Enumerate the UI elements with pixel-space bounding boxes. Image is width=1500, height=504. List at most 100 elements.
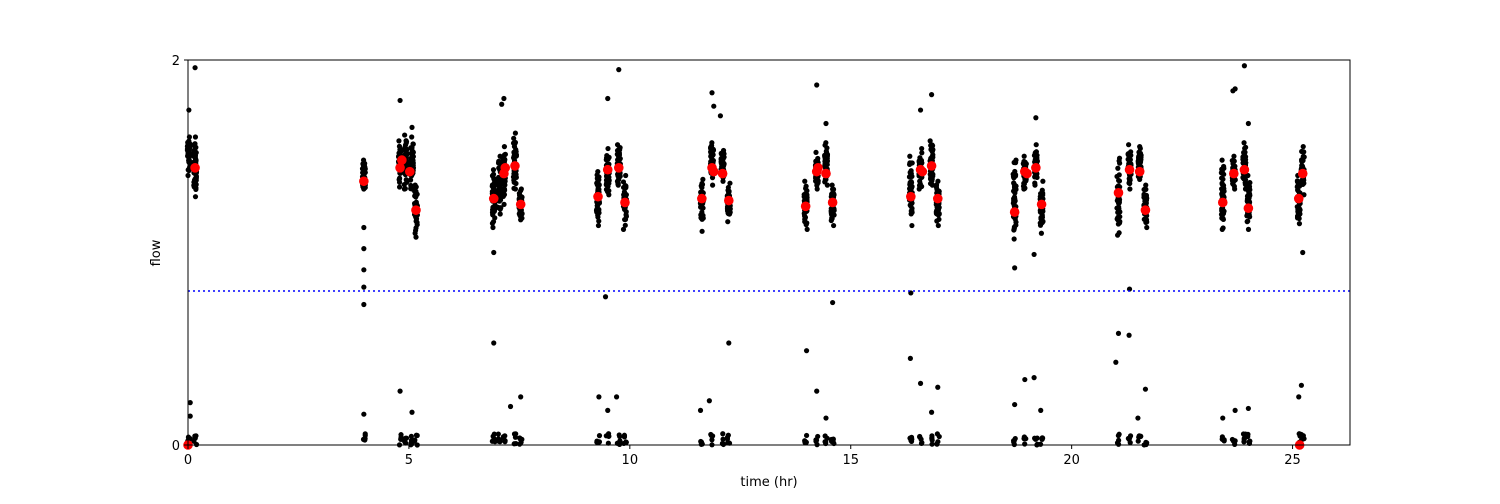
sample-point — [361, 267, 367, 273]
sample-point — [1221, 163, 1227, 170]
sample-point — [594, 180, 600, 186]
sample-point — [709, 437, 715, 443]
sample-point — [490, 219, 497, 225]
mean-point — [1217, 197, 1228, 208]
sample-point — [726, 340, 732, 346]
sample-point — [1127, 433, 1134, 439]
sample-point — [595, 439, 601, 446]
mean-point — [932, 193, 943, 204]
sample-point — [725, 439, 731, 446]
mean-point — [1113, 188, 1124, 198]
sample-point — [1301, 436, 1307, 442]
x-tick-label: 5 — [405, 453, 413, 468]
sample-point — [1116, 204, 1122, 210]
sample-point — [1038, 215, 1044, 221]
sample-point — [1033, 152, 1039, 158]
sample-point — [361, 170, 367, 176]
sample-point — [497, 206, 503, 212]
sample-point — [1115, 330, 1122, 336]
sample-point — [511, 174, 517, 181]
sample-point — [596, 433, 603, 439]
sample-point — [1296, 221, 1303, 227]
sample-point — [412, 182, 418, 188]
sample-point — [1242, 180, 1248, 186]
sample-point — [928, 409, 935, 415]
sample-point — [620, 226, 627, 232]
sample-point — [1038, 407, 1044, 413]
sample-point — [1247, 180, 1253, 186]
sample-point — [512, 141, 518, 147]
x-tick-label: 25 — [1284, 453, 1301, 468]
sample-point — [1143, 182, 1149, 188]
mean-point — [917, 166, 928, 177]
mean-point — [906, 191, 916, 202]
sample-point — [413, 234, 419, 240]
sample-point — [1220, 176, 1226, 182]
sample-point — [1033, 142, 1039, 148]
sample-point — [1300, 149, 1306, 155]
sample-point — [1040, 208, 1046, 214]
sample-point — [410, 160, 416, 166]
mean-point — [697, 193, 707, 204]
sample-point — [917, 156, 923, 162]
sample-point — [596, 174, 602, 180]
sample-point — [596, 218, 602, 224]
mean-point — [723, 195, 734, 206]
plot-marks — [183, 63, 1350, 450]
sample-point — [1114, 173, 1120, 180]
sample-point — [936, 216, 942, 222]
sample-point — [1135, 415, 1141, 421]
sample-point — [802, 178, 808, 184]
sample-point — [1240, 175, 1246, 181]
sample-point — [1245, 433, 1251, 440]
mean-point — [500, 163, 511, 173]
sample-point — [831, 222, 837, 229]
sample-point — [187, 400, 193, 406]
sample-point — [596, 394, 602, 400]
sample-point — [602, 294, 609, 300]
mean-point — [708, 166, 719, 177]
sample-point — [823, 140, 829, 146]
sample-point — [709, 150, 715, 157]
sample-point — [409, 134, 415, 140]
sample-point — [935, 384, 941, 390]
sample-point — [1241, 436, 1247, 443]
sample-point — [814, 186, 820, 192]
sample-point — [1245, 226, 1252, 232]
sample-point — [1021, 186, 1027, 192]
sample-point — [720, 178, 726, 184]
sample-point — [829, 182, 835, 188]
sample-point — [720, 431, 726, 437]
sample-point — [727, 180, 733, 186]
sample-point — [497, 439, 503, 445]
sample-point — [489, 183, 495, 189]
sample-point — [802, 438, 808, 444]
sample-point — [1221, 208, 1227, 214]
sample-point — [193, 441, 200, 448]
sample-point — [594, 206, 600, 212]
sample-point — [1127, 186, 1133, 192]
sample-point — [908, 178, 914, 185]
sample-point — [1299, 177, 1305, 183]
plot-frame — [187, 59, 1351, 446]
sample-point — [623, 172, 629, 179]
sample-point — [929, 182, 936, 188]
sample-point — [725, 211, 732, 217]
mean-point — [1239, 164, 1250, 175]
sample-point — [191, 152, 197, 158]
sample-point — [187, 413, 193, 419]
sample-point — [814, 388, 820, 394]
sample-point — [502, 178, 508, 184]
mean-point — [1036, 199, 1047, 210]
sample-point — [1232, 407, 1238, 413]
sample-point — [1295, 214, 1301, 220]
sample-point — [935, 206, 941, 213]
sample-point — [935, 439, 941, 445]
sample-point — [502, 182, 508, 188]
sample-point — [192, 194, 199, 200]
mean-point — [593, 191, 603, 202]
mean-point — [190, 163, 200, 173]
sample-point — [823, 148, 829, 154]
sample-point — [621, 434, 628, 440]
sample-point — [1010, 438, 1017, 444]
